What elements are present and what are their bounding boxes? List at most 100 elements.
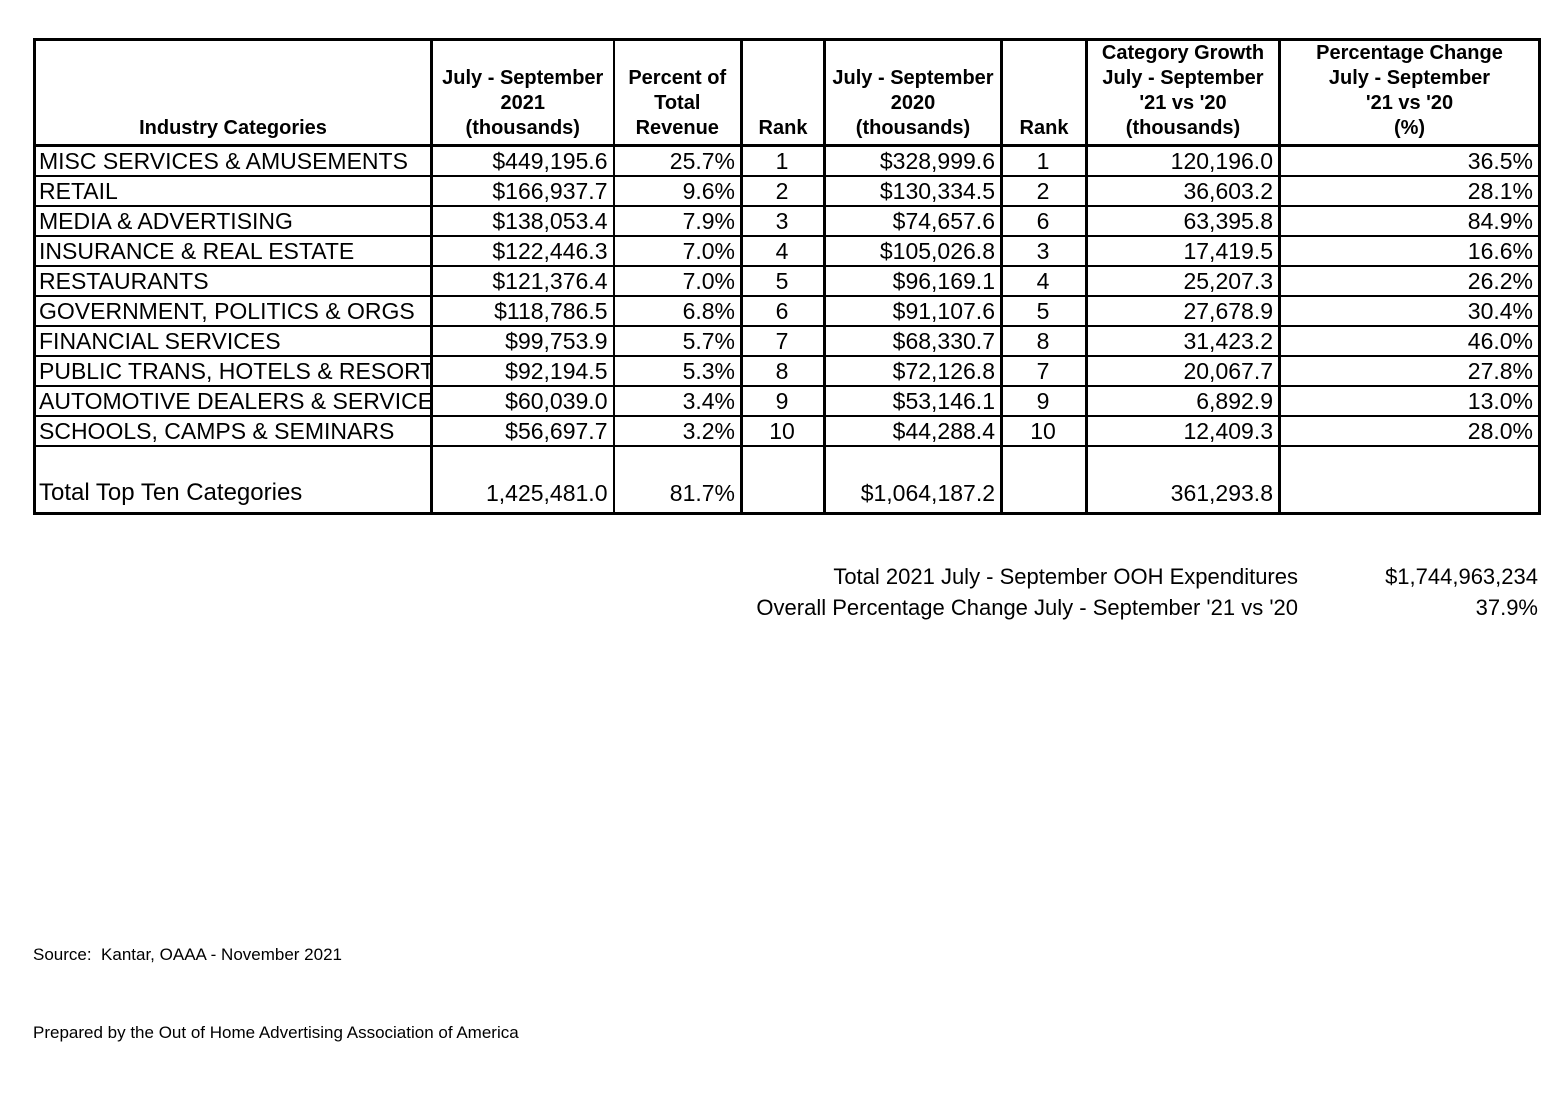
- expenditure-table: Industry Categories July - September 202…: [33, 38, 1541, 515]
- rev-2021-cell: $121,376.4: [430, 265, 615, 297]
- category-cell: RETAIL: [33, 175, 433, 207]
- category-cell: MEDIA & ADVERTISING: [33, 205, 433, 237]
- header-rev-2021: July - September 2021 (thousands): [430, 38, 615, 147]
- rev-2020-cell: $130,334.5: [823, 175, 1003, 207]
- growth-cell: 27,678.9: [1085, 295, 1281, 327]
- table-row: GOVERNMENT, POLITICS & ORGS $118,786.5 6…: [33, 295, 1541, 327]
- rev-2020-cell: $74,657.6: [823, 205, 1003, 237]
- rank-2020-cell: 7: [1000, 355, 1088, 387]
- category-cell: FINANCIAL SERVICES: [33, 325, 433, 357]
- rank-2020-cell: 9: [1000, 385, 1088, 417]
- category-cell: AUTOMOTIVE DEALERS & SERVICES: [33, 385, 433, 417]
- prepared-by-note: Prepared by the Out of Home Advertising …: [33, 1023, 519, 1042]
- rank-2020-cell: 8: [1000, 325, 1088, 357]
- source-note: Source: Kantar, OAAA - November 2021: [33, 945, 342, 964]
- growth-cell: 6,892.9: [1085, 385, 1281, 417]
- summary-total-label: Total 2021 July - September OOH Expendit…: [833, 564, 1298, 589]
- growth-cell: 12,409.3: [1085, 415, 1281, 447]
- category-cell: RESTAURANTS: [33, 265, 433, 297]
- table-row: AUTOMOTIVE DEALERS & SERVICES $60,039.0 …: [33, 385, 1541, 417]
- rev-2021-cell: $99,753.9: [430, 325, 615, 357]
- rev-2021-cell: $56,697.7: [430, 415, 615, 447]
- rank-2021-cell: 10: [740, 415, 826, 447]
- total-row: Total Top Ten Categories 1,425,481.0 81.…: [33, 445, 1541, 515]
- table-row: PUBLIC TRANS, HOTELS & RESORTS $92,194.5…: [33, 355, 1541, 387]
- total-label-cell: Total Top Ten Categories: [33, 445, 433, 515]
- total-rev-2020-cell: $1,064,187.2: [823, 445, 1003, 515]
- rev-2020-cell: $53,146.1: [823, 385, 1003, 417]
- category-cell: GOVERNMENT, POLITICS & ORGS: [33, 295, 433, 327]
- growth-cell: 25,207.3: [1085, 265, 1281, 297]
- rank-2021-cell: 5: [740, 265, 826, 297]
- percent-cell: 3.2%: [612, 415, 743, 447]
- change-cell: 16.6%: [1278, 235, 1541, 267]
- footer-block: Source: Kantar, OAAA - November 2021 Pre…: [33, 890, 519, 1098]
- rank-2021-cell: 4: [740, 235, 826, 267]
- growth-cell: 20,067.7: [1085, 355, 1281, 387]
- rank-2020-cell: 2: [1000, 175, 1088, 207]
- rank-2021-cell: 9: [740, 385, 826, 417]
- category-cell: SCHOOLS, CAMPS & SEMINARS: [33, 415, 433, 447]
- header-percent-of-total: Percent of Total Revenue: [612, 38, 743, 147]
- percent-cell: 6.8%: [612, 295, 743, 327]
- change-cell: 13.0%: [1278, 385, 1541, 417]
- summary-line-overall-change: Overall Percentage Change July - Septemb…: [33, 592, 1538, 623]
- header-rank-2020: Rank: [1000, 38, 1088, 147]
- table-row: MISC SERVICES & AMUSEMENTS $449,195.6 25…: [33, 144, 1541, 177]
- growth-cell: 63,395.8: [1085, 205, 1281, 237]
- report-page: Industry Categories July - September 202…: [33, 38, 1541, 1042]
- table-row: RESTAURANTS $121,376.4 7.0% 5 $96,169.1 …: [33, 265, 1541, 297]
- rev-2020-cell: $328,999.6: [823, 144, 1003, 177]
- change-cell: 46.0%: [1278, 325, 1541, 357]
- total-rev-2021-cell: 1,425,481.0: [430, 445, 615, 515]
- growth-cell: 31,423.2: [1085, 325, 1281, 357]
- growth-cell: 36,603.2: [1085, 175, 1281, 207]
- rank-2021-cell: 6: [740, 295, 826, 327]
- rev-2021-cell: $449,195.6: [430, 144, 615, 177]
- growth-cell: 120,196.0: [1085, 144, 1281, 177]
- total-growth-cell: 361,293.8: [1085, 445, 1281, 515]
- summary-block: Total 2021 July - September OOH Expendit…: [33, 561, 1538, 623]
- rev-2021-cell: $138,053.4: [430, 205, 615, 237]
- rank-2021-cell: 2: [740, 175, 826, 207]
- header-category-growth: Category Growth July - September '21 vs …: [1085, 38, 1281, 147]
- change-cell: 28.0%: [1278, 415, 1541, 447]
- header-rank-2021: Rank: [740, 38, 826, 147]
- total-change-cell: [1278, 445, 1541, 515]
- rank-2020-cell: 4: [1000, 265, 1088, 297]
- rev-2021-cell: $118,786.5: [430, 295, 615, 327]
- total-rank-2021-cell: [740, 445, 826, 515]
- rev-2020-cell: $72,126.8: [823, 355, 1003, 387]
- percent-cell: 7.0%: [612, 265, 743, 297]
- summary-line-total-expenditures: Total 2021 July - September OOH Expendit…: [33, 561, 1538, 592]
- rev-2021-cell: $166,937.7: [430, 175, 615, 207]
- change-cell: 26.2%: [1278, 265, 1541, 297]
- category-cell: MISC SERVICES & AMUSEMENTS: [33, 144, 433, 177]
- rev-2020-cell: $68,330.7: [823, 325, 1003, 357]
- rev-2020-cell: $44,288.4: [823, 415, 1003, 447]
- change-cell: 27.8%: [1278, 355, 1541, 387]
- category-cell: PUBLIC TRANS, HOTELS & RESORTS: [33, 355, 433, 387]
- rank-2021-cell: 8: [740, 355, 826, 387]
- header-rev-2020: July - September 2020 (thousands): [823, 38, 1003, 147]
- rank-2020-cell: 3: [1000, 235, 1088, 267]
- percent-cell: 7.9%: [612, 205, 743, 237]
- table-row: SCHOOLS, CAMPS & SEMINARS $56,697.7 3.2%…: [33, 415, 1541, 447]
- category-cell: INSURANCE & REAL ESTATE: [33, 235, 433, 267]
- table-row: RETAIL $166,937.7 9.6% 2 $130,334.5 2 36…: [33, 175, 1541, 207]
- percent-cell: 7.0%: [612, 235, 743, 267]
- table-row: INSURANCE & REAL ESTATE $122,446.3 7.0% …: [33, 235, 1541, 267]
- rev-2021-cell: $122,446.3: [430, 235, 615, 267]
- summary-change-label: Overall Percentage Change July - Septemb…: [756, 595, 1298, 620]
- change-cell: 36.5%: [1278, 144, 1541, 177]
- table-row: FINANCIAL SERVICES $99,753.9 5.7% 7 $68,…: [33, 325, 1541, 357]
- rev-2021-cell: $92,194.5: [430, 355, 615, 387]
- total-rank-2020-cell: [1000, 445, 1088, 515]
- table-row: MEDIA & ADVERTISING $138,053.4 7.9% 3 $7…: [33, 205, 1541, 237]
- rev-2020-cell: $105,026.8: [823, 235, 1003, 267]
- growth-cell: 17,419.5: [1085, 235, 1281, 267]
- rev-2020-cell: $96,169.1: [823, 265, 1003, 297]
- percent-cell: 3.4%: [612, 385, 743, 417]
- header-percentage-change: Percentage Change July - September '21 v…: [1278, 38, 1541, 147]
- change-cell: 30.4%: [1278, 295, 1541, 327]
